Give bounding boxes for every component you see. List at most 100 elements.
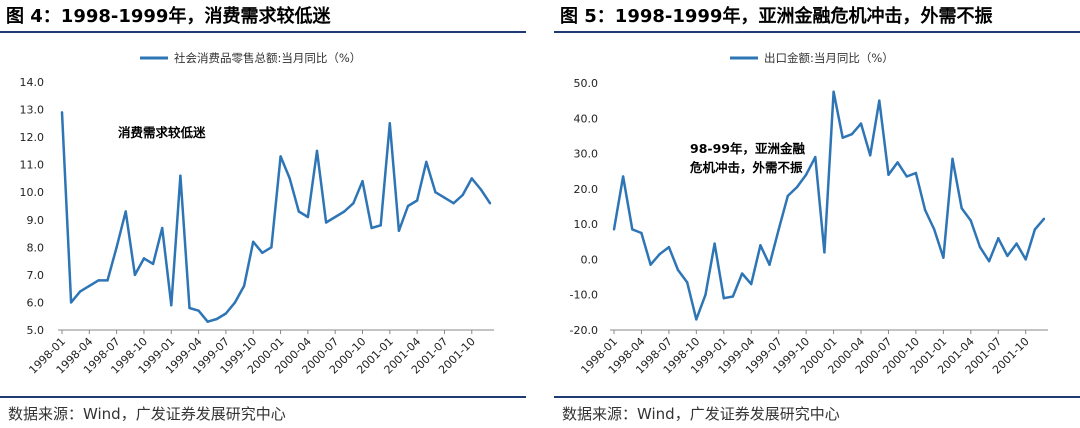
data-point [461,193,464,197]
data-point [352,202,355,205]
data-point [969,219,973,222]
data-point [942,256,945,259]
data-point [142,257,146,260]
data-point [261,251,264,255]
y-tick-label: 14.0 [20,76,45,89]
data-point [750,282,753,286]
data-point [841,136,844,139]
data-point [79,290,82,293]
y-tick-label: 8.0 [27,241,45,254]
y-tick-label: 7.0 [27,269,45,282]
export-chart: 出口金额:当月同比（%） -20.0 -10.0 0.0 10.0 20.0 30.0 40.… [570,51,1048,377]
data-point [868,154,872,157]
data-point [951,157,954,161]
y-tick-label: -20.0 [570,324,598,337]
retail-sales-chart: 社会消费品零售总额:当月同比（%） 5.0 6.0 7.0 8.0 9.0 10.0 11.0… [20,51,494,377]
y-tick-label: 0.0 [581,253,599,266]
data-point [343,210,346,213]
data-point [443,196,446,199]
y-tick-label: 20.0 [574,183,599,196]
data-point [1042,217,1046,221]
data-point [832,90,835,94]
data-point [667,245,671,249]
data-point [479,188,483,191]
data-point [361,180,364,183]
figure-5-title: 图 5：1998-1999年，亚洲金融危机冲击，外需不振 [560,6,993,27]
figure-5-panel: 图 5：1998-1999年，亚洲金融危机冲击，外需不振 出口金额:当月同比（%… [554,0,1080,428]
data-point [612,228,616,231]
data-point [60,111,64,114]
chart-annotation: 危机冲击，外需不振 [689,160,803,175]
data-point [388,122,392,125]
data-point [188,306,191,310]
y-tick-label: 10.0 [574,218,599,231]
figure-4-source: 数据来源：Wind，广发证券发展研究中心 [8,405,286,423]
data-point [685,281,689,284]
data-point [288,177,291,180]
y-tick-label: 6.0 [27,296,45,309]
data-point [978,245,982,249]
data-point [658,252,661,256]
series-line [612,90,1045,321]
data-point [1006,254,1009,258]
data-point [914,171,918,175]
title-divider [554,31,1080,33]
data-point [224,312,228,315]
data-point [379,224,382,227]
data-point [676,268,680,272]
data-point [621,175,625,178]
data-point [452,202,455,205]
data-point [878,99,881,102]
data-point [713,242,716,245]
y-tick-label: 5.0 [27,324,45,337]
data-point [649,263,652,266]
data-point [722,297,725,300]
data-point [1033,228,1037,231]
data-point [777,228,780,231]
data-point [923,208,927,212]
source-divider [554,396,1080,398]
data-point [197,309,200,312]
figure-4-panel: 图 4：1998-1999年，消费需求较低迷 社会消费品零售总额:当月同比（%）… [0,0,526,428]
data-point [315,149,319,153]
data-point [640,231,643,235]
data-point [233,301,237,304]
y-tick-label: 40.0 [574,112,599,125]
data-point [704,293,707,296]
data-point [179,174,182,177]
data-point [759,244,762,247]
data-point [795,185,799,189]
data-point [488,202,492,205]
data-point [768,263,771,266]
series-line [60,112,492,323]
data-point [905,175,908,178]
data-point [160,226,164,230]
figure-4-title: 图 4：1998-1999年，消费需求较低迷 [6,6,331,27]
y-tick-label: 11.0 [20,159,45,172]
y-tick-label: 50.0 [574,77,599,90]
data-point [731,295,735,298]
data-point [470,177,473,180]
y-tick-label: 30.0 [574,148,599,161]
data-point [695,318,698,321]
data-point [151,262,155,266]
data-point [887,173,890,176]
data-point [415,199,419,202]
legend-label: 出口金额:当月同比（%） [764,51,894,65]
data-point [397,229,401,232]
data-point [69,301,73,304]
data-point [333,215,337,219]
y-tick-label: 10.0 [20,186,45,199]
data-point [97,279,100,282]
data-point [106,279,109,282]
source-divider [0,396,526,398]
data-point [814,155,817,159]
data-point [823,251,826,254]
chart-annotation: 98-99年，亚洲金融 [690,141,805,156]
data-point [324,221,328,224]
data-point [133,273,137,277]
data-point [297,210,300,213]
data-point [850,132,854,136]
data-point [987,259,991,263]
data-point [88,284,91,288]
